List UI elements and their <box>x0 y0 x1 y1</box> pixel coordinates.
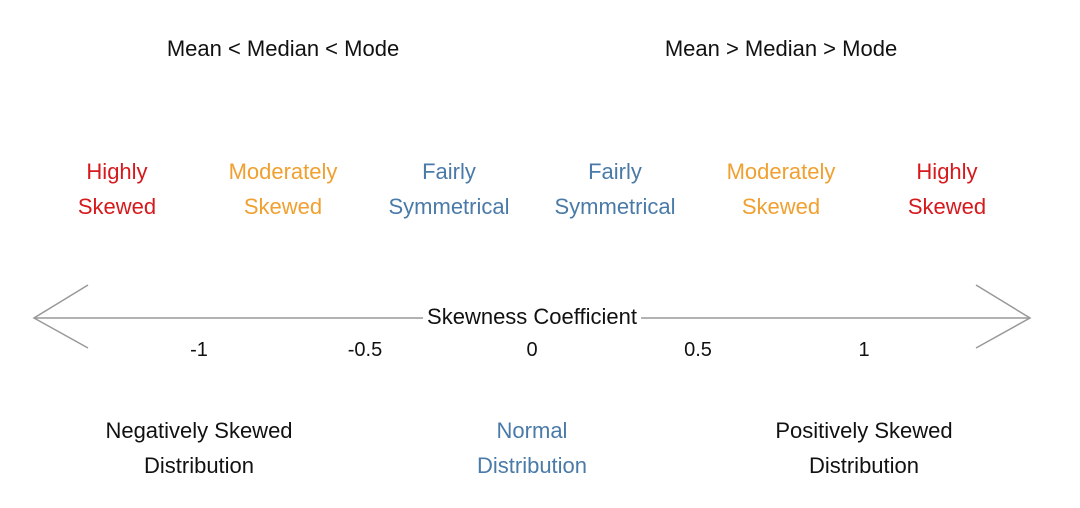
category-line1: Fairly <box>422 159 476 184</box>
category-line1: Fairly <box>588 159 642 184</box>
category-fairly-symmetrical-left: Fairly Symmetrical <box>388 154 509 224</box>
axis-tick-label: -1 <box>190 339 208 361</box>
bottom-label-negatively-skewed: Negatively Skewed Distribution <box>105 413 292 483</box>
category-line2: Symmetrical <box>388 194 510 219</box>
bottom-label-line2: Distribution <box>476 453 588 478</box>
bottom-label-line1: Negatively Skewed <box>105 418 293 443</box>
bottom-label-line1: Positively Skewed <box>775 418 953 443</box>
category-line2: Skewed <box>77 194 157 219</box>
axis-tick-label: -0.5 <box>347 339 383 361</box>
category-moderately-skewed-right: Moderately Skewed <box>727 154 836 224</box>
category-fairly-symmetrical-right: Fairly Symmetrical <box>554 154 675 224</box>
bottom-label-line1: Normal <box>496 418 568 443</box>
category-line2: Skewed <box>741 194 821 219</box>
bottom-label-line2: Distribution <box>143 453 255 478</box>
category-line1: Moderately <box>228 159 338 184</box>
axis-title: Skewness Coefficient <box>423 304 641 330</box>
top-label-right: Mean > Median > Mode <box>664 36 898 61</box>
left-arrowhead-icon <box>32 284 89 349</box>
category-moderately-skewed-left: Moderately Skewed <box>229 154 338 224</box>
category-highly-skewed-left: Highly Skewed <box>78 154 156 224</box>
category-line1: Moderately <box>726 159 836 184</box>
category-line2: Symmetrical <box>554 194 676 219</box>
bottom-label-normal: Normal Distribution <box>477 413 587 483</box>
category-line1: Highly <box>916 159 978 184</box>
axis-tick-label: 0.5 <box>684 339 712 361</box>
axis-tick-label: 0 <box>526 339 538 361</box>
bottom-label-positively-skewed: Positively Skewed Distribution <box>775 413 952 483</box>
top-label-left: Mean < Median < Mode <box>166 36 400 61</box>
axis-tick-label: 1 <box>858 339 870 361</box>
category-line2: Skewed <box>243 194 323 219</box>
category-line2: Skewed <box>907 194 987 219</box>
category-highly-skewed-right: Highly Skewed <box>908 154 986 224</box>
bottom-label-line2: Distribution <box>808 453 920 478</box>
right-arrowhead-icon <box>975 284 1032 349</box>
category-line1: Highly <box>86 159 148 184</box>
